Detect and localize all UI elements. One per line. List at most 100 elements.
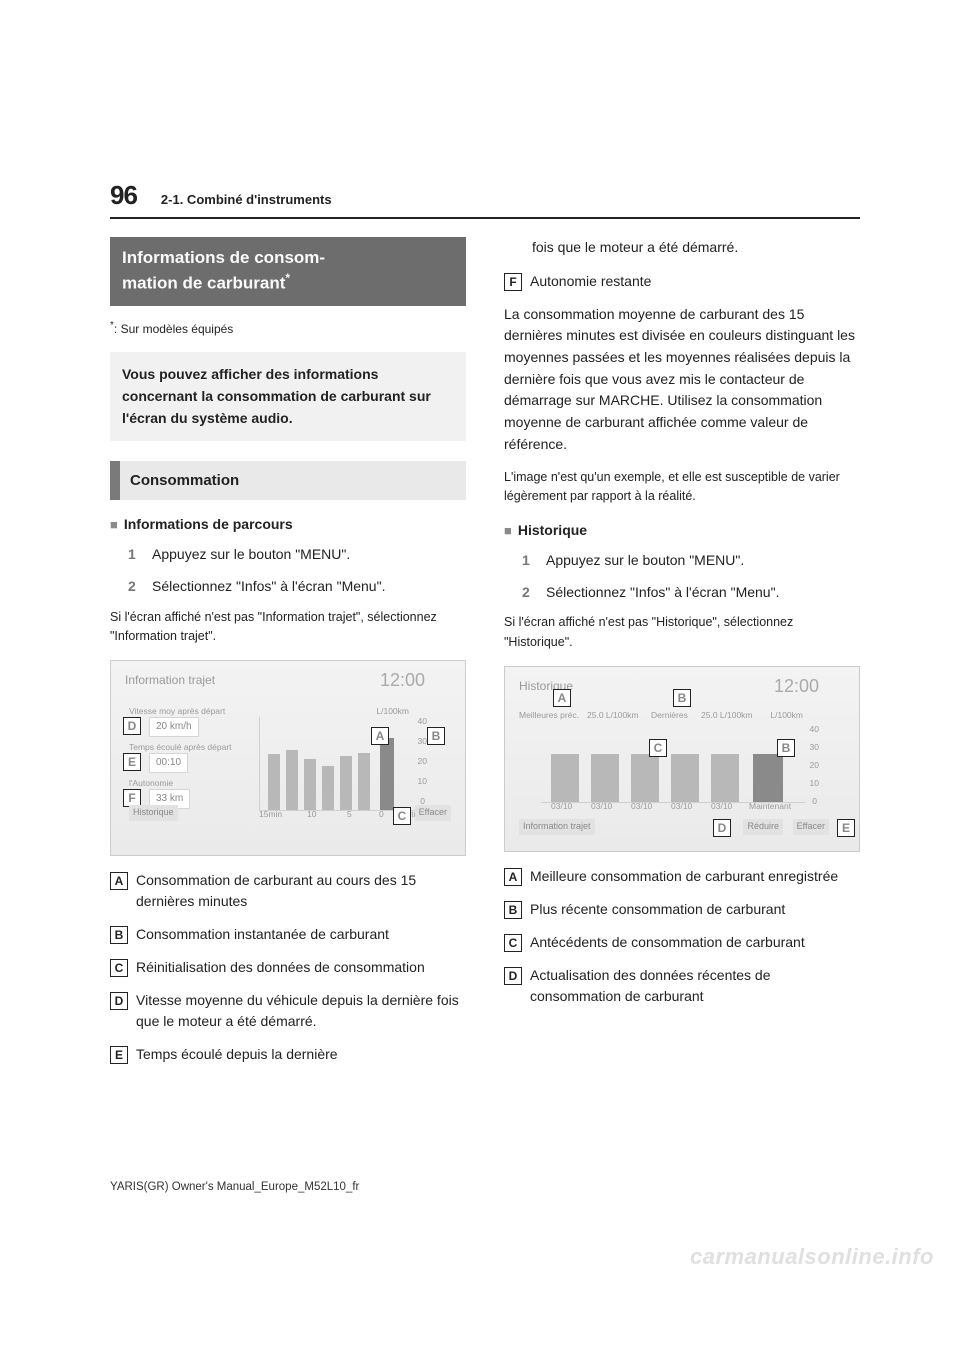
callout-b: B: [110, 926, 128, 944]
fig1-axis-y-10: 10: [418, 775, 427, 788]
fig2-axis-y-20: 20: [810, 759, 819, 772]
def-c: C Réinitialisation des données de consomm…: [110, 957, 466, 978]
section-band-bar: [110, 461, 120, 500]
step-number: 1: [522, 550, 536, 572]
fig2-date-1: 03/10: [591, 800, 612, 813]
fig2-last-val: 25.0 L/100km: [701, 709, 753, 722]
section-band: Consommation: [110, 461, 466, 500]
note-3: Si l'écran affiché n'est pas "Historique…: [504, 613, 860, 652]
callout-f: F: [504, 273, 522, 291]
fig2-axis-y-40: 40: [810, 723, 819, 736]
fig2-callout-b1: B: [673, 689, 691, 707]
fig1-callout-d: D: [123, 717, 141, 735]
historique-heading: ■ Historique: [504, 520, 860, 542]
callout-d: D: [110, 992, 128, 1010]
right-column: fois que le moteur a été démarré. FAuton…: [504, 237, 860, 1077]
def2-a: A Meilleure consommation de carburant enr…: [504, 866, 860, 887]
def-e: E Temps écoulé depuis la dernière: [110, 1044, 466, 1065]
fig2-date-3: 03/10: [671, 800, 692, 813]
fig1-axis-x-0: 15min: [259, 808, 282, 821]
step-2: 2 Sélectionnez "Infos" à l'écran "Menu".: [128, 576, 466, 598]
fig1-axis-x-1: 10: [307, 808, 316, 821]
footer-text: YARIS(GR) Owner's Manual_Europe_M52L10_f…: [110, 1181, 359, 1193]
step-2-text: Sélectionnez "Infos" à l'écran "Menu".: [152, 576, 466, 598]
fig1-definitions: A Consommation de carburant au cours des …: [110, 870, 466, 1065]
fig2-best-val: 25.0 L/100km: [587, 709, 639, 722]
step-1-text: Appuyez sur le bouton "MENU".: [152, 544, 466, 566]
def-d-text: Vitesse moyenne du véhicule depuis la de…: [136, 990, 466, 1032]
fig1-btn-effacer: Effacer: [415, 805, 451, 821]
fig2-btn-effacer: Effacer: [793, 819, 829, 835]
r-step-1-text: Appuyez sur le bouton "MENU".: [546, 550, 860, 572]
title-line2: mation de carburant: [122, 274, 285, 293]
fig2-btn-reduire: Réduire: [743, 819, 783, 835]
fig2-callout-c: C: [649, 739, 667, 757]
section-band-text: Consommation: [120, 461, 249, 500]
def2-d: D Actualisation des données récentes de c…: [504, 965, 860, 1007]
def-b-text: Consommation instantanée de carburant: [136, 924, 466, 945]
def2-b-text: Plus récente consommation de carburant: [530, 899, 860, 920]
fig2-date-2: 03/10: [631, 800, 652, 813]
fig2-last-label: Dernières: [651, 709, 688, 722]
fig1-callout-e: E: [123, 753, 141, 771]
continuation-text: fois que le moteur a été démarré.: [532, 237, 860, 259]
fig1-axis-x-3: 0: [379, 808, 384, 821]
r-step-2-text: Sélectionnez "Infos" à l'écran "Menu".: [546, 582, 860, 604]
def2-b: B Plus récente consommation de carburant: [504, 899, 860, 920]
fig1-chart: [259, 717, 415, 811]
callout-e: E: [110, 1046, 128, 1064]
fig2-date-5: Maintenant: [749, 800, 791, 813]
fig2-axis-y-10: 10: [810, 777, 819, 790]
fig2-callout-e: E: [837, 819, 855, 837]
callout-c: C: [110, 959, 128, 977]
title-asterisk: *: [285, 271, 290, 285]
def-a: A Consommation de carburant au cours des …: [110, 870, 466, 912]
page: 96 2-1. Combiné d'instruments Informatio…: [0, 0, 960, 1077]
fig2-best-label: Meilleures préc.: [519, 709, 579, 722]
columns: Informations de consom- mation de carbur…: [110, 237, 860, 1077]
def2-d-text: Actualisation des données récentes de co…: [530, 965, 860, 1007]
callout-a: A: [110, 872, 128, 890]
callout-a: A: [504, 868, 522, 886]
fig2-definitions: A Meilleure consommation de carburant enr…: [504, 866, 860, 1007]
historique-text: Historique: [518, 522, 587, 538]
callout-d: D: [504, 967, 522, 985]
def-d: D Vitesse moyenne du véhicule depuis la d…: [110, 990, 466, 1032]
square-bullet-icon: ■: [504, 523, 512, 538]
para-1a: La consommation moyenne de carburant des…: [504, 304, 860, 456]
step-number: 1: [128, 544, 142, 566]
fig2-date-4: 03/10: [711, 800, 732, 813]
def2-c: C Antécédents de consommation de carburan…: [504, 932, 860, 953]
fig1-time: 12:00: [380, 667, 425, 695]
def-e-text: Temps écoulé depuis la dernière: [136, 1044, 466, 1065]
r-step-1: 1 Appuyez sur le bouton "MENU".: [522, 550, 860, 572]
topic-title-block: Informations de consom- mation de carbur…: [110, 237, 466, 306]
def-a-text: Consommation de carburant au cours des 1…: [136, 870, 466, 912]
step-1: 1 Appuyez sur le bouton "MENU".: [128, 544, 466, 566]
fig2-btn-info: Information trajet: [519, 819, 595, 835]
fig2-callout-a: A: [553, 689, 571, 707]
fig1-callout-a: A: [371, 727, 389, 745]
def-b: B Consommation instantanée de carburant: [110, 924, 466, 945]
callout-b: B: [504, 901, 522, 919]
def2-c-text: Antécédents de consommation de carburant: [530, 932, 860, 953]
figure-information-trajet: Information trajet 12:00 Vitesse moy apr…: [110, 660, 466, 856]
left-column: Informations de consom- mation de carbur…: [110, 237, 466, 1077]
watermark: carmanualsonline.info: [690, 1244, 934, 1270]
title-line1: Informations de consom-: [122, 248, 325, 267]
def-f: FAutonomie restante: [504, 271, 860, 292]
fig1-axis-y-30: 30: [418, 735, 427, 748]
r-step-2: 2 Sélectionnez "Infos" à l'écran "Menu".: [522, 582, 860, 604]
note-2: L'image n'est qu'un exemple, et elle est…: [504, 468, 860, 507]
fig2-axis-y-30: 30: [810, 741, 819, 754]
fig2-chart: [541, 725, 805, 803]
callout-c: C: [504, 934, 522, 952]
intro-box: Vous pouvez afficher des informations co…: [110, 352, 466, 441]
header-row: 96 2-1. Combiné d'instruments: [110, 180, 860, 211]
def-c-text: Réinitialisation des données de consomma…: [136, 957, 466, 978]
def2-a-text: Meilleure consommation de carburant enre…: [530, 866, 860, 887]
fig2-unit: L/100km: [770, 709, 803, 722]
fig1-axis-y-20: 20: [418, 755, 427, 768]
section-label: 2-1. Combiné d'instruments: [161, 192, 332, 207]
fig2-date-0: 03/10: [551, 800, 572, 813]
